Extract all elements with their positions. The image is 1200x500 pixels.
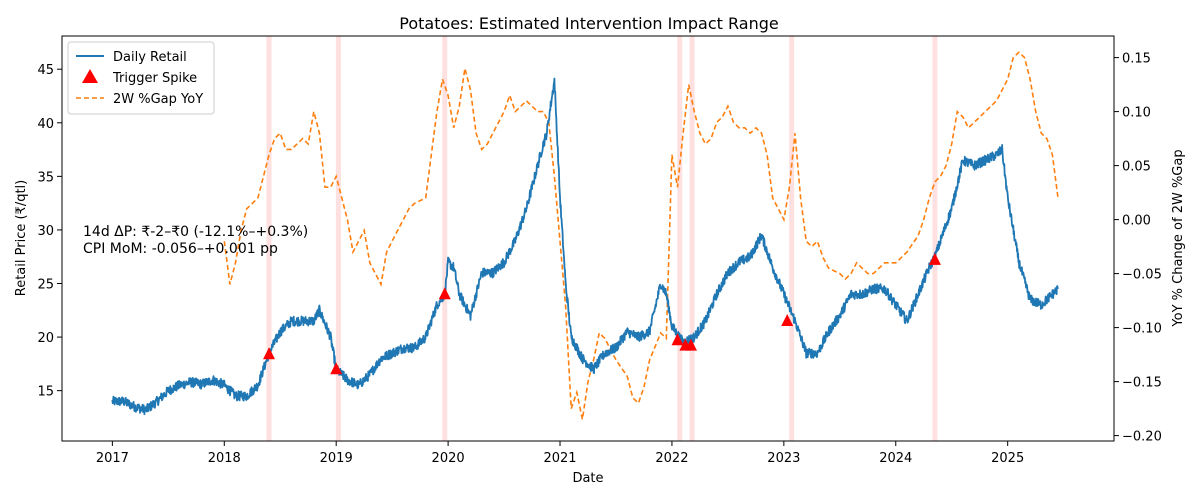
x-tick-label: 2021 <box>543 451 576 466</box>
trigger-spike-marker <box>781 314 794 326</box>
legend: Daily Retail Trigger Spike 2W %Gap YoY <box>67 41 215 115</box>
intervention-period-1 <box>335 36 341 441</box>
legend-trigger-spike-swatch <box>82 69 98 83</box>
intervention-shading <box>266 36 938 441</box>
intervention-period-0 <box>266 36 272 441</box>
plot-area-frame <box>61 35 1115 442</box>
gap-yoy-series <box>223 51 1059 420</box>
y2-tick-label: −0.10 <box>1122 322 1162 337</box>
intervention-period-6 <box>932 36 938 441</box>
annotation-cpi-mom: CPI MoM: -0.056–+0.001 pp <box>83 241 278 257</box>
y2-tick-label: −0.15 <box>1122 376 1162 391</box>
y-tick-label: 30 <box>37 224 54 239</box>
chart-title: Potatoes: Estimated Intervention Impact … <box>399 14 778 33</box>
y-axis-left: 15 20 25 30 35 40 45 <box>37 63 62 400</box>
x-tick-label: 2018 <box>208 451 241 466</box>
y-axis-right: −0.20 −0.15 −0.10 −0.05 0.00 0.05 0.10 0.15 <box>1114 52 1162 445</box>
x-tick-label: 2022 <box>655 451 688 466</box>
y-axis-label: Retail Price (₹/qtl) <box>14 180 29 296</box>
x-tick-label: 2025 <box>991 451 1024 466</box>
y-tick-label: 40 <box>37 117 54 132</box>
intervention-period-3 <box>677 36 683 441</box>
x-tick-label: 2019 <box>320 451 353 466</box>
x-tick-label: 2017 <box>96 451 129 466</box>
intervention-period-2 <box>442 36 448 441</box>
annotation-delta-price: 14d ΔP: ₹-2–₹0 (-12.1%–+0.3%) <box>83 224 308 240</box>
intervention-period-5 <box>789 36 795 441</box>
y2-tick-label: 0.00 <box>1122 214 1151 229</box>
trigger-spike-marker <box>330 362 343 375</box>
legend-gap-yoy-label: 2W %Gap YoY <box>113 92 203 107</box>
trigger-spike-marker <box>684 338 697 351</box>
y-tick-label: 45 <box>37 63 54 78</box>
x-tick-label: 2024 <box>879 451 912 466</box>
y2-tick-label: 0.05 <box>1122 160 1151 175</box>
y2-tick-label: −0.05 <box>1122 268 1162 283</box>
y2-tick-label: 0.10 <box>1122 106 1151 121</box>
y2-tick-label: −0.20 <box>1122 430 1162 445</box>
trigger-spike-marker <box>438 287 451 300</box>
y2-axis-label: YoY % Change of 2W %Gap <box>1171 149 1186 327</box>
y2-tick-label: 0.15 <box>1122 52 1151 67</box>
y-tick-label: 15 <box>37 385 54 400</box>
y-tick-label: 25 <box>37 278 54 293</box>
legend-trigger-spike-label: Trigger Spike <box>112 71 197 86</box>
y-tick-label: 20 <box>37 331 54 346</box>
x-tick-label: 2020 <box>432 451 465 466</box>
intervention-period-4 <box>689 36 695 441</box>
x-axis: 2017 2018 2019 2020 2021 2022 2023 2024 2025 <box>96 441 1024 466</box>
trigger-spike-marker <box>928 252 941 265</box>
legend-daily-retail-label: Daily Retail <box>113 50 187 65</box>
gap-yoy-line <box>223 51 1059 420</box>
y-tick-label: 35 <box>37 170 54 185</box>
trigger-spike-markers <box>263 252 941 375</box>
legend-box <box>67 41 215 115</box>
x-tick-label: 2023 <box>767 451 800 466</box>
x-axis-label: Date <box>572 471 603 486</box>
trigger-spike-marker <box>263 347 276 360</box>
trigger-spike-marker <box>671 333 684 346</box>
